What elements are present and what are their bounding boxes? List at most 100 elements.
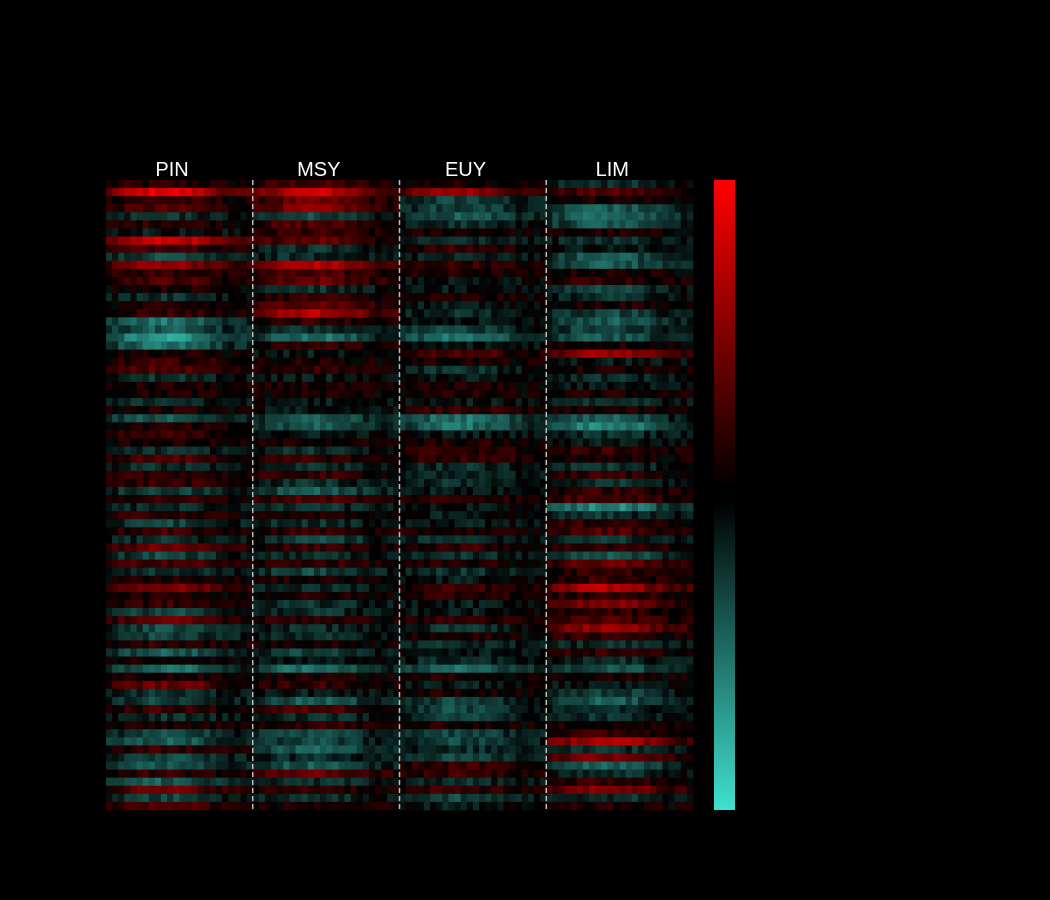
heatmap-cell: [595, 535, 602, 544]
heatmap-cell: [521, 293, 529, 302]
heatmap-cell: [381, 567, 388, 577]
heatmap-cell: [106, 575, 113, 585]
heatmap-cell: [613, 511, 621, 520]
heatmap-cell: [228, 317, 235, 326]
heatmap-cell: [167, 196, 174, 205]
heatmap-cell: [460, 390, 468, 399]
heatmap-cell: [356, 293, 364, 302]
heatmap-cell: [185, 390, 192, 399]
heatmap-cell: [295, 365, 303, 375]
heatmap-cell: [534, 381, 541, 391]
heatmap-cell: [258, 381, 266, 391]
heatmap-cell: [362, 276, 370, 286]
heatmap-cell: [454, 406, 462, 415]
heatmap-cell: [118, 567, 125, 577]
heatmap-cell: [173, 470, 180, 480]
heatmap-cell: [448, 495, 455, 504]
heatmap-cell: [356, 543, 364, 552]
heatmap-cell: [283, 365, 290, 375]
heatmap-cell: [466, 551, 474, 561]
heatmap-cell: [289, 551, 296, 561]
heatmap-cell: [478, 414, 486, 423]
heatmap-cell: [283, 236, 290, 246]
heatmap-cell: [154, 293, 162, 302]
heatmap-cell: [662, 559, 669, 569]
heatmap-cell: [478, 390, 486, 399]
heatmap-cell: [246, 519, 254, 528]
heatmap-cell: [430, 381, 437, 391]
heatmap-cell: [564, 204, 572, 213]
heatmap-cell: [399, 591, 407, 601]
heatmap-cell: [656, 446, 663, 456]
heatmap-cell: [295, 583, 303, 593]
heatmap-cell: [271, 422, 278, 431]
heatmap-cell: [552, 236, 559, 246]
heatmap-cell: [112, 244, 119, 254]
heatmap-cell: [148, 511, 156, 520]
heatmap-cell: [460, 478, 468, 488]
heatmap-cell: [674, 519, 682, 528]
heatmap-cell: [442, 244, 449, 254]
heatmap-cell: [246, 276, 254, 286]
heatmap-cell: [326, 495, 333, 504]
heatmap-cell: [601, 317, 608, 326]
heatmap-cell: [136, 511, 144, 520]
heatmap-cell: [240, 365, 248, 375]
heatmap-cell: [460, 575, 468, 585]
heatmap-cell: [546, 293, 553, 302]
heatmap-cell: [619, 268, 627, 278]
heatmap-cell: [558, 341, 565, 351]
heatmap-cell: [472, 486, 480, 496]
heatmap-cell: [326, 543, 333, 552]
heatmap-cell: [387, 543, 394, 552]
heatmap-cell: [656, 567, 663, 577]
heatmap-cell: [197, 188, 205, 197]
heatmap-cell: [356, 373, 364, 383]
heatmap-cell: [564, 495, 572, 504]
heatmap-cell: [228, 454, 235, 464]
heatmap-cell: [546, 527, 553, 536]
heatmap-cell: [423, 567, 431, 577]
heatmap-cell: [264, 180, 272, 189]
heatmap-cell: [570, 446, 578, 456]
heatmap-cell: [148, 260, 156, 270]
heatmap-cell: [301, 236, 309, 246]
heatmap-cell: [393, 495, 400, 504]
heatmap-cell: [485, 390, 492, 399]
heatmap-cell: [179, 212, 186, 221]
heatmap-cell: [460, 559, 468, 569]
heatmap-cell: [185, 252, 192, 262]
heatmap-cell: [515, 196, 523, 205]
heatmap-cell: [313, 212, 321, 221]
heatmap-cell: [515, 252, 523, 262]
heatmap-cell: [185, 188, 192, 197]
heatmap-cell: [625, 341, 633, 351]
heatmap-cell: [582, 454, 590, 464]
heatmap-cell: [631, 495, 639, 504]
heatmap-cell: [277, 535, 284, 544]
heatmap-cell: [118, 535, 125, 544]
heatmap-cell: [527, 559, 535, 569]
heatmap-cell: [399, 309, 407, 318]
heatmap-cell: [307, 462, 315, 472]
heatmap-cell: [375, 276, 382, 286]
heatmap-cell: [595, 196, 602, 205]
heatmap-cell: [106, 309, 113, 318]
heatmap-cell: [154, 511, 162, 520]
heatmap-cell: [485, 317, 492, 326]
heatmap-cell: [106, 188, 113, 197]
heatmap-cell: [307, 567, 315, 577]
heatmap-cell: [607, 317, 614, 326]
heatmap-cell: [656, 583, 663, 593]
heatmap-cell: [136, 503, 144, 512]
heatmap-cell: [258, 551, 266, 561]
heatmap-cell: [332, 543, 339, 552]
heatmap-cell: [148, 381, 156, 391]
heatmap-cell: [674, 511, 682, 520]
heatmap-cell: [142, 252, 150, 262]
heatmap-cell: [442, 438, 449, 447]
heatmap-cell: [552, 260, 559, 270]
heatmap-cell: [631, 591, 639, 601]
heatmap-cell: [650, 583, 657, 593]
heatmap-cell: [368, 244, 376, 254]
